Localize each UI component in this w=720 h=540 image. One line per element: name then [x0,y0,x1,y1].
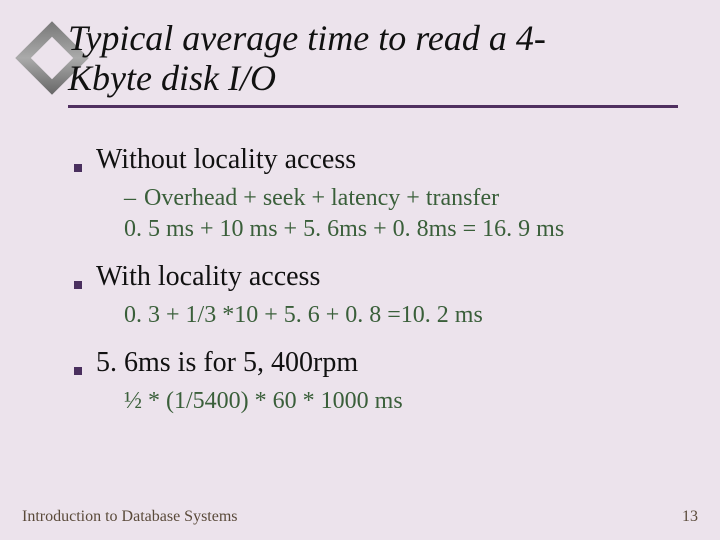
slide: Typical average time to read a 4- Kbyte … [0,0,720,540]
title-underline [68,105,678,108]
footer: Introduction to Database Systems 13 [22,508,698,526]
bullet-item: With locality access [74,259,680,294]
sub-calc-text: ½ * (1/5400) * 60 * 1000 ms [124,386,680,417]
page-number: 13 [682,508,698,526]
bullet-item: Without locality access [74,142,680,177]
sub-calc-text: 0. 3 + 1/3 *10 + 5. 6 + 0. 8 =10. 2 ms [124,300,680,331]
footer-left: Introduction to Database Systems [22,508,238,526]
sub-calc-text: 0. 5 ms + 10 ms + 5. 6ms + 0. 8ms = 16. … [124,214,680,245]
title-block: Typical average time to read a 4- Kbyte … [40,18,680,108]
bullet-text: 5. 6ms is for 5, 400rpm [96,345,358,380]
sub-block: – Overhead + seek + latency + transfer 0… [124,183,680,245]
title-line-2: Kbyte disk I/O [68,58,276,98]
square-bullet-icon [74,164,82,172]
sub-dash-item: – Overhead + seek + latency + transfer [124,183,680,214]
bullet-item: 5. 6ms is for 5, 400rpm [74,345,680,380]
bullet-text: Without locality access [96,142,356,177]
square-bullet-icon [74,367,82,375]
content-area: Without locality access – Overhead + see… [74,142,680,418]
square-bullet-icon [74,281,82,289]
sub-dash-text: Overhead + seek + latency + transfer [144,183,499,214]
title-line-1: Typical average time to read a 4- [68,18,546,58]
sub-block: 0. 3 + 1/3 *10 + 5. 6 + 0. 8 =10. 2 ms [124,300,680,331]
bullet-text: With locality access [96,259,320,294]
slide-title: Typical average time to read a 4- Kbyte … [68,18,680,99]
dash-bullet-icon: – [124,185,136,212]
sub-block: ½ * (1/5400) * 60 * 1000 ms [124,386,680,417]
